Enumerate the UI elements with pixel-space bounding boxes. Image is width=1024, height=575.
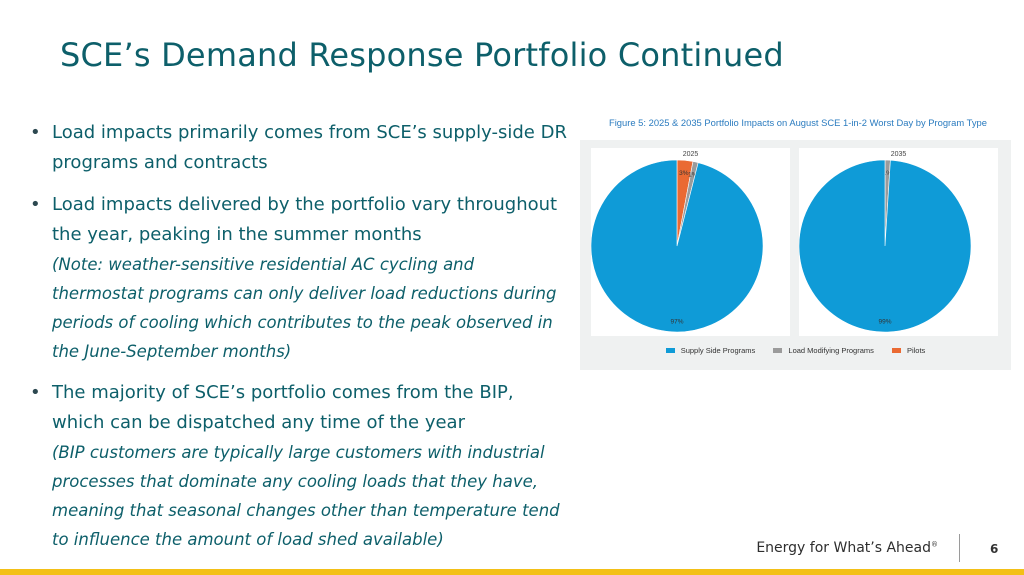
bullet-text: Load impacts primarily comes from SCE’s … xyxy=(52,122,567,173)
bullet-item-3: • The majority of SCE’s portfolio comes … xyxy=(30,378,570,554)
pie-slice-supply-side-programs xyxy=(590,159,764,333)
bullet-list: • Load impacts primarily comes from SCE’… xyxy=(30,118,570,566)
slide-title: SCE’s Demand Response Portfolio Continue… xyxy=(60,36,784,74)
bullet-note: (BIP customers are typically large custo… xyxy=(52,443,560,549)
chart-legend: Supply Side Programs Load Modifying Prog… xyxy=(580,346,1011,355)
pie-chart-svg: 1% 99% xyxy=(798,159,972,333)
legend-swatch xyxy=(891,348,901,353)
bullet-text: Load impacts delivered by the portfolio … xyxy=(52,194,558,245)
tagline-text: Energy for What’s Ahead xyxy=(756,540,931,556)
pie-data-label: 1% xyxy=(883,170,893,177)
registered-mark: ® xyxy=(931,540,938,549)
bullet-dot-icon: • xyxy=(30,194,41,215)
footer-divider xyxy=(959,534,960,562)
bullet-dot-icon: • xyxy=(30,122,41,143)
legend-item-pilots: Pilots xyxy=(891,346,926,355)
pie-data-label: 1% xyxy=(688,172,698,179)
pie-slice-supply-side-programs xyxy=(798,159,972,333)
chart-title: 2035 xyxy=(890,151,907,158)
bullet-text: The majority of SCE’s portfolio comes fr… xyxy=(52,382,514,433)
figure-panel: 2025 3% 1% 97% 2035 1% 99% Supply Side Prog… xyxy=(580,140,1011,370)
figure-caption: Figure 5: 2025 & 2035 Portfolio Impacts … xyxy=(609,117,987,128)
legend-item-supply-side: Supply Side Programs xyxy=(665,346,756,355)
legend-item-load-modifying: Load Modifying Programs xyxy=(773,346,874,355)
legend-swatch xyxy=(665,348,675,353)
pie-chart-svg: 3% 1% 97% xyxy=(590,159,764,333)
legend-label: Load Modifying Programs xyxy=(788,346,874,355)
pie-data-label: 3% xyxy=(679,170,689,177)
bullet-item-1: • Load impacts primarily comes from SCE’… xyxy=(30,118,570,178)
bullet-note: (Note: weather-sensitive residential AC … xyxy=(52,255,557,361)
pie-data-label: 97% xyxy=(670,319,683,326)
bullet-item-2: • Load impacts delivered by the portfoli… xyxy=(30,190,570,366)
pie-chart-2025: 2025 3% 1% 97% xyxy=(590,148,790,336)
footer-tagline: Energy for What’s Ahead® xyxy=(756,540,938,556)
chart-title: 2025 xyxy=(682,151,699,158)
page-number: 6 xyxy=(990,542,999,556)
pie-chart-2035: 2035 1% 99% xyxy=(798,148,998,336)
legend-swatch xyxy=(773,348,783,353)
bottom-accent-bar xyxy=(0,569,1024,575)
legend-label: Supply Side Programs xyxy=(680,346,756,355)
bullet-dot-icon: • xyxy=(30,382,41,403)
pie-data-label: 99% xyxy=(878,319,891,326)
legend-label: Pilots xyxy=(906,346,926,355)
